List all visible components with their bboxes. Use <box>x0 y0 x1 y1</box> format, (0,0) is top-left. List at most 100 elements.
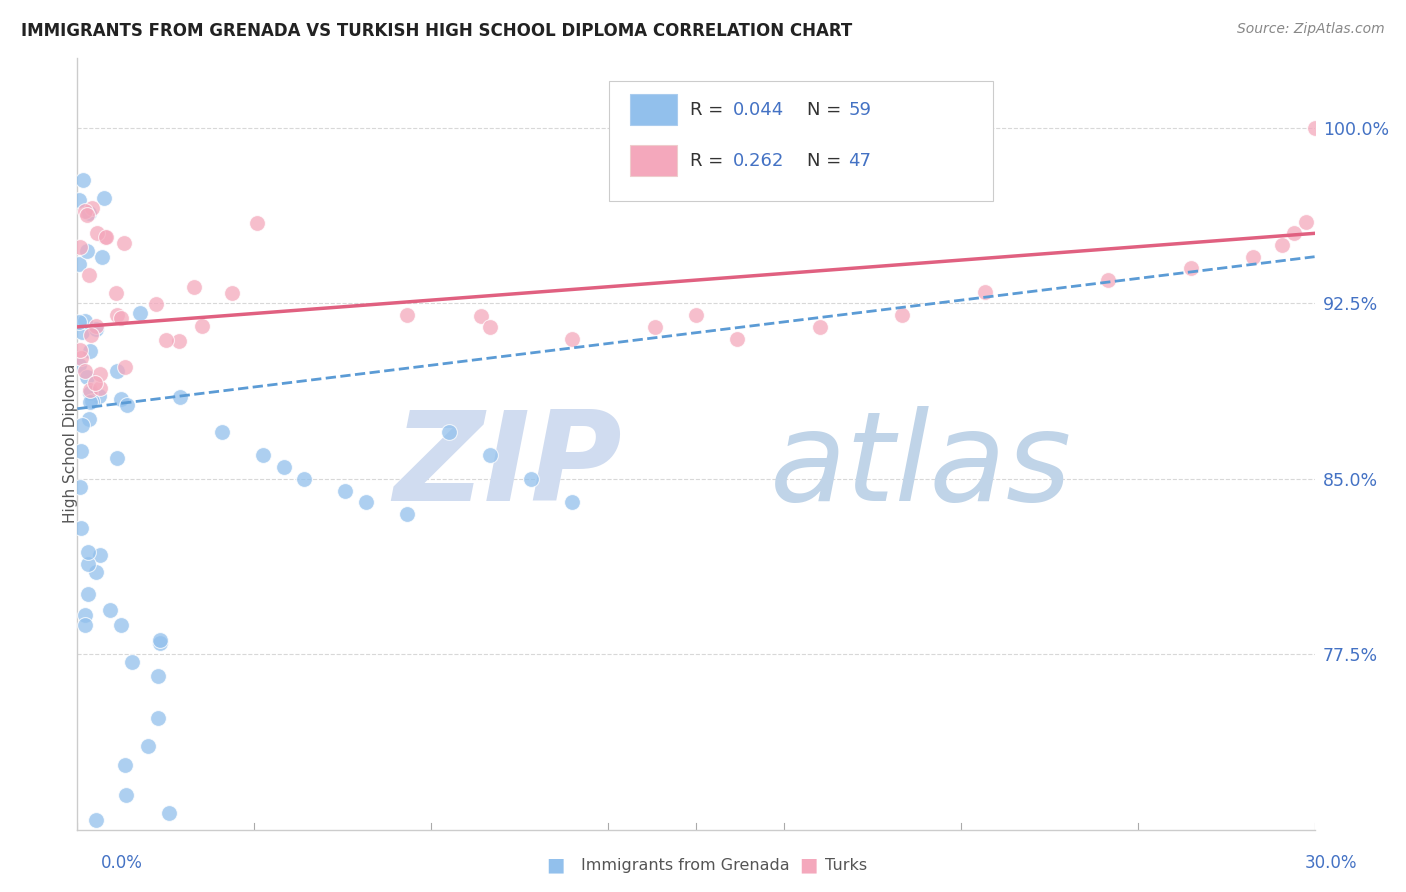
Text: R =: R = <box>690 152 728 169</box>
Text: Immigrants from Grenada: Immigrants from Grenada <box>581 858 789 872</box>
Point <box>84 376 107 390</box>
Point <box>70 521 93 535</box>
Point <box>72 173 94 187</box>
Point <box>211 425 233 439</box>
Point <box>93 191 115 205</box>
Point <box>155 333 177 347</box>
Point <box>1271 238 1294 252</box>
Point <box>396 308 419 322</box>
Point <box>145 296 167 310</box>
Point <box>437 425 460 439</box>
Point <box>82 393 104 408</box>
Point <box>136 739 159 753</box>
Text: N =: N = <box>807 152 848 169</box>
Point <box>157 806 180 821</box>
Point <box>75 314 97 328</box>
Point <box>98 603 121 617</box>
Point <box>112 236 135 251</box>
Point <box>221 285 243 300</box>
Point <box>69 351 91 365</box>
Text: 47: 47 <box>848 152 872 169</box>
Point <box>89 367 111 381</box>
Point <box>84 813 107 827</box>
Text: ZIP: ZIP <box>394 407 621 527</box>
Point <box>94 230 117 244</box>
Point <box>77 544 100 558</box>
Point <box>67 193 90 207</box>
Point <box>146 668 169 682</box>
Point <box>1295 214 1317 228</box>
Point <box>149 636 172 650</box>
Point <box>84 322 107 336</box>
Point <box>77 557 100 571</box>
Point <box>110 392 132 406</box>
Point <box>84 319 107 334</box>
Point <box>73 607 96 622</box>
Point <box>79 384 101 398</box>
Point <box>891 308 914 322</box>
Point <box>167 334 190 348</box>
Text: ■: ■ <box>799 855 818 875</box>
Point <box>87 389 110 403</box>
Point <box>146 711 169 725</box>
Point <box>80 201 103 215</box>
Point <box>96 230 118 244</box>
Point <box>129 306 152 320</box>
Point <box>561 332 583 346</box>
Point <box>79 344 101 359</box>
Point <box>105 286 128 301</box>
Point <box>76 208 98 222</box>
Point <box>89 548 111 562</box>
Point <box>470 310 492 324</box>
Point <box>67 315 90 329</box>
Point <box>246 216 269 230</box>
Point <box>77 268 100 283</box>
Point <box>478 449 501 463</box>
Text: Source: ZipAtlas.com: Source: ZipAtlas.com <box>1237 22 1385 37</box>
Point <box>89 381 111 395</box>
Point <box>190 319 212 334</box>
Point <box>644 319 666 334</box>
Point <box>79 395 101 409</box>
Point <box>273 460 295 475</box>
Point <box>69 240 91 254</box>
Point <box>73 364 96 378</box>
Point <box>110 310 132 325</box>
Point <box>354 495 377 509</box>
Point <box>183 280 205 294</box>
Point <box>76 587 98 601</box>
Point <box>121 655 143 669</box>
Y-axis label: High School Diploma: High School Diploma <box>63 364 77 524</box>
Point <box>86 227 108 241</box>
Point <box>1282 227 1305 241</box>
Point <box>252 449 274 463</box>
Point <box>114 360 136 375</box>
Text: IMMIGRANTS FROM GRENADA VS TURKISH HIGH SCHOOL DIPLOMA CORRELATION CHART: IMMIGRANTS FROM GRENADA VS TURKISH HIGH … <box>21 22 852 40</box>
Point <box>520 472 543 486</box>
Point <box>76 369 98 384</box>
Point <box>73 617 96 632</box>
Point <box>149 632 172 647</box>
Point <box>76 244 98 258</box>
Point <box>80 327 103 342</box>
Point <box>77 412 100 426</box>
Text: 0.0%: 0.0% <box>101 855 143 872</box>
Point <box>115 788 138 802</box>
Point <box>105 308 128 322</box>
Point <box>115 398 138 412</box>
Text: 59: 59 <box>848 101 872 119</box>
Point <box>110 617 132 632</box>
Text: 0.044: 0.044 <box>733 101 785 119</box>
Point <box>67 358 90 372</box>
Text: Turks: Turks <box>825 858 868 872</box>
Point <box>105 364 128 378</box>
Text: atlas: atlas <box>770 407 1073 527</box>
Point <box>808 319 831 334</box>
Point <box>685 308 707 322</box>
FancyBboxPatch shape <box>630 95 678 125</box>
Point <box>70 417 93 432</box>
Point <box>292 472 315 486</box>
Point <box>114 758 136 772</box>
Point <box>1180 261 1202 276</box>
Point <box>396 507 419 521</box>
